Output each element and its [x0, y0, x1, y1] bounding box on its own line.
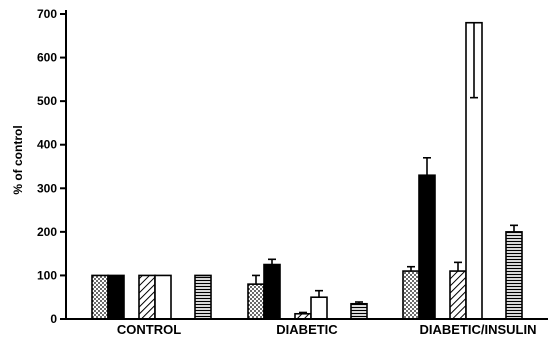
bar-solid-black-diabetic-insulin — [418, 174, 436, 320]
bar-solid-black-diabetic — [263, 263, 281, 320]
bar-solid-black-control — [107, 274, 125, 320]
y-tick-label: 100 — [37, 268, 57, 282]
bar-horizontal-lines-diabetic — [350, 302, 368, 320]
bar-diagonal-diabetic-insulin — [449, 270, 467, 320]
y-tick-label: 700 — [37, 7, 57, 21]
x-category-label: CONTROL — [117, 322, 181, 337]
x-category-label: DIABETIC — [276, 322, 338, 337]
bar-open-control — [154, 274, 172, 320]
y-tick-label: 200 — [37, 225, 57, 239]
bar-crosshatch-control — [91, 274, 109, 320]
y-axis-title: % of control — [11, 125, 25, 194]
y-tick-label: 400 — [37, 138, 57, 152]
bar-open-diabetic — [310, 296, 328, 320]
y-tick-label: 500 — [37, 94, 57, 108]
y-tick-label: 0 — [50, 312, 57, 326]
y-axis: 0 100 200 300 400 500 600 700 — [37, 7, 67, 326]
y-tick-label: 300 — [37, 181, 57, 195]
y-tick-label: 600 — [37, 51, 57, 65]
bar-diagonal-control — [138, 274, 156, 320]
bars — [91, 21, 523, 320]
bar-horizontal-lines-control — [194, 274, 212, 320]
bar-crosshatch-diabetic — [247, 283, 265, 320]
x-category-label: DIABETIC/INSULIN — [420, 322, 537, 337]
x-axis: CONTROL DIABETIC DIABETIC/INSULIN — [66, 318, 548, 337]
bar-crosshatch-diabetic-insulin — [402, 270, 420, 320]
bar-horizontal-lines-diabetic-insulin — [505, 231, 523, 320]
